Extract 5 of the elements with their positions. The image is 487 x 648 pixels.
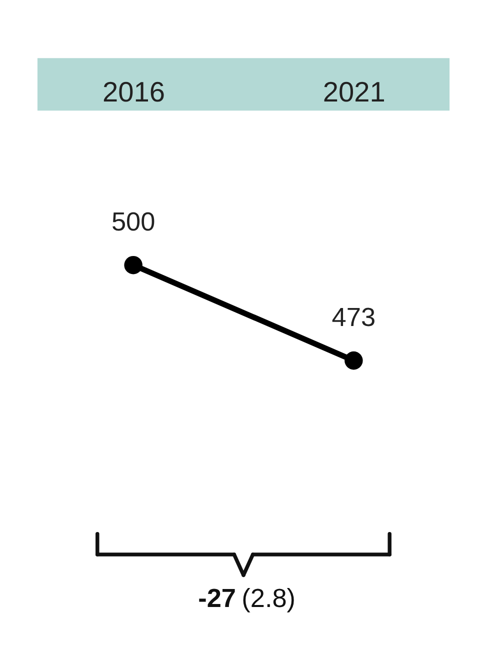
x-tick-label: 2021 bbox=[322, 76, 386, 108]
x-tick-label: 2016 bbox=[102, 76, 166, 108]
text: -27 (2.8) bbox=[198, 582, 296, 613]
data-label: 473 bbox=[332, 302, 376, 332]
data-label: 500 bbox=[111, 206, 156, 236]
